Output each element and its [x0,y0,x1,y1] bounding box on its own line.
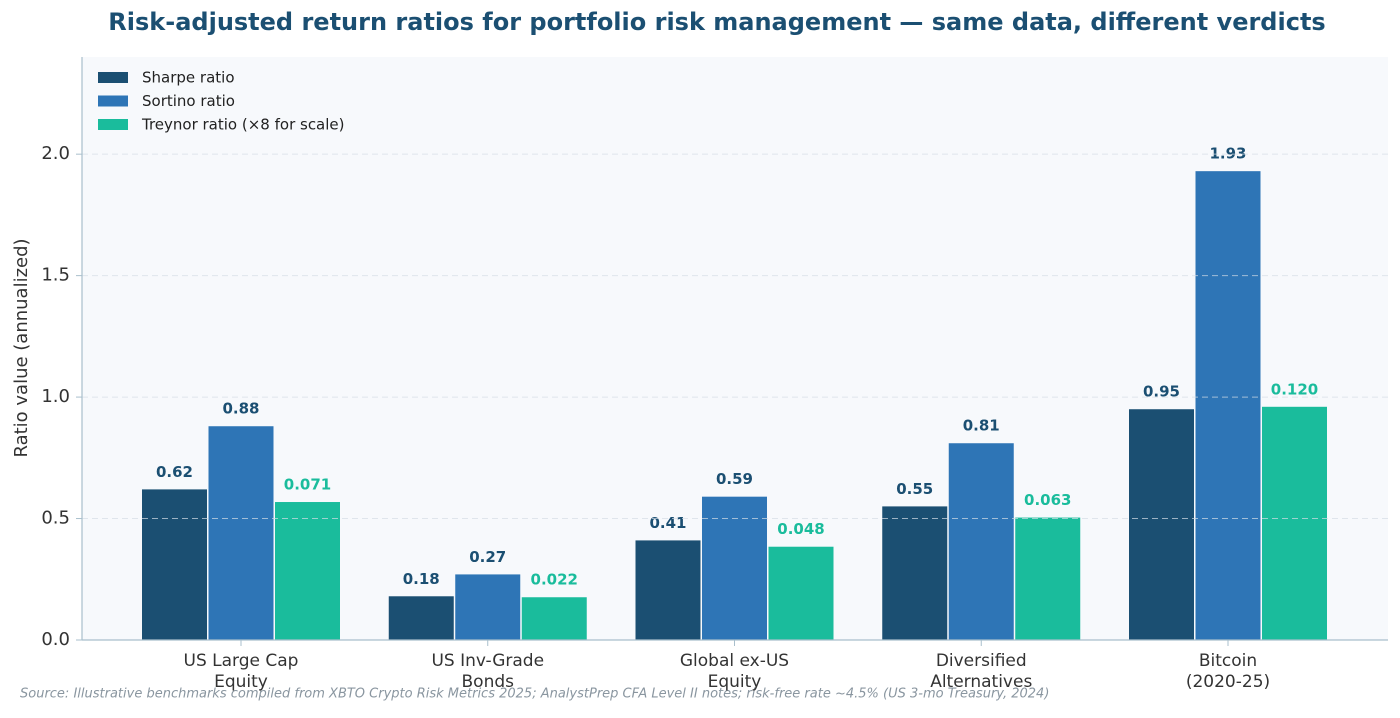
bar [208,426,274,640]
bar [1129,409,1194,640]
x-tick-label: Bitcoin (2020-25) [1186,651,1270,692]
value-label: 0.62 [156,463,193,481]
value-label: 0.55 [896,480,933,498]
x-tick-label: Diversified Alternatives [930,651,1032,692]
value-label: 0.063 [1024,491,1071,509]
value-label: 0.95 [1143,383,1180,401]
bar [948,443,1014,640]
legend-label: Treynor ratio (×8 for scale) [141,116,345,134]
y-tick-label: 1.5 [41,265,70,286]
value-label: 0.120 [1271,380,1318,398]
bar [1195,171,1261,640]
value-label: 0.18 [403,570,440,588]
value-label: 0.59 [716,470,753,488]
x-tick-label: US Large Cap Equity [184,651,299,692]
legend-swatch [98,72,128,83]
source-note: Source: Illustrative benchmarks compiled… [20,687,1049,702]
bar [768,546,834,640]
y-tick-label: 0.0 [41,629,70,650]
y-tick-label: 0.5 [41,508,70,529]
x-tick-label: Global ex-US Equity [680,651,789,692]
chart-title: Risk-adjusted return ratios for portfoli… [108,8,1325,36]
bar [142,489,207,640]
bar [388,596,454,640]
value-label: 0.81 [963,417,1000,435]
value-label: 0.071 [284,476,331,494]
bar [635,540,701,640]
legend-label: Sortino ratio [142,92,235,110]
y-axis-label: Ratio value (annualized) [11,238,32,457]
bar [702,496,767,640]
bar [455,574,521,640]
value-label: 0.022 [531,571,578,589]
bar [1262,406,1327,640]
bar [275,502,340,640]
x-tick-label: US Inv-Grade Bonds [431,651,544,692]
bar [1015,517,1081,640]
y-tick-label: 1.0 [41,386,70,407]
legend-label: Sharpe ratio [142,69,235,87]
legend-swatch [98,119,128,130]
legend-swatch [98,95,128,107]
value-label: 0.048 [777,520,824,538]
value-label: 0.41 [649,514,686,532]
bar [882,506,948,640]
bar [521,597,587,640]
y-tick-label: 2.0 [41,143,70,164]
value-label: 0.88 [222,400,259,418]
value-label: 0.27 [469,548,506,566]
